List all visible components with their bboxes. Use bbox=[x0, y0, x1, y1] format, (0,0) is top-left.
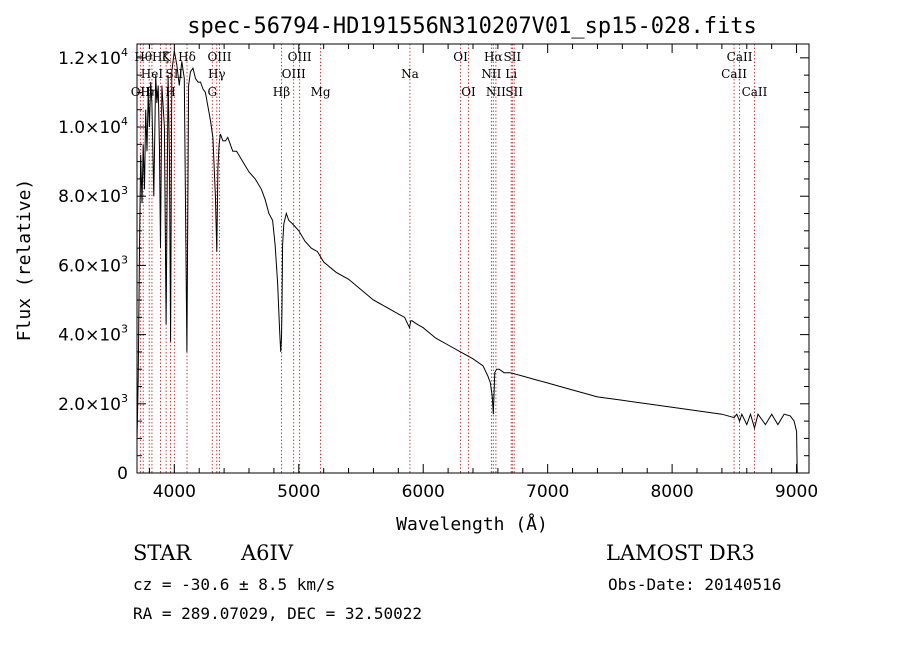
marker-label: SII bbox=[165, 67, 183, 81]
y-tick-label: 1.2×104 bbox=[58, 46, 128, 69]
marker-label: Hζ bbox=[152, 50, 169, 64]
marker-label: OIII bbox=[207, 50, 231, 64]
y-tick-label: 4.0×103 bbox=[58, 323, 128, 346]
marker-label: Hβ bbox=[273, 85, 290, 99]
marker-label: OI bbox=[461, 85, 476, 99]
marker-label: Hα bbox=[484, 50, 503, 64]
x-axis-ticks: 4000 5000 6000 7000 8000 9000 bbox=[148, 44, 818, 502]
y-axis-label: Flux (relative) bbox=[14, 179, 35, 342]
marker-label: Hδ bbox=[178, 50, 196, 64]
y-tick-label: 8.0×103 bbox=[58, 184, 128, 207]
marker-label: CaII bbox=[727, 50, 753, 64]
marker-label: NII bbox=[481, 67, 501, 81]
x-tick-label: 8000 bbox=[650, 482, 693, 502]
marker-label: CaII bbox=[742, 85, 768, 99]
x-tick-label: 9000 bbox=[775, 482, 818, 502]
marker-label: HeI bbox=[141, 67, 164, 81]
y-axis-ticks: 0 2.0×103 4.0×103 6.0×103 8.0×103 1.0×104 1.2×… bbox=[58, 46, 809, 484]
object-class: STAR bbox=[133, 541, 192, 565]
marker-label: NII bbox=[486, 85, 506, 99]
object-subclass: A6IV bbox=[240, 541, 294, 565]
marker-label: Hγ bbox=[208, 67, 226, 81]
redshift-velocity: cz = -30.6 ± 8.5 km/s bbox=[133, 575, 335, 594]
marker-label: Na bbox=[401, 67, 419, 81]
observation-date: Obs-Date: 20140516 bbox=[608, 575, 781, 594]
y-tick-label: 0 bbox=[117, 464, 128, 484]
marker-label: OI bbox=[453, 50, 468, 64]
marker-label: K bbox=[162, 50, 172, 64]
spectrum-line bbox=[136, 50, 798, 474]
y-tick-label: 1.0×104 bbox=[58, 115, 128, 138]
x-tick-label: 7000 bbox=[526, 482, 569, 502]
x-tick-label: 4000 bbox=[153, 482, 196, 502]
x-axis-label: Wavelength (Å) bbox=[396, 513, 548, 535]
y-tick-label: 2.0×103 bbox=[58, 392, 128, 415]
chart-title: spec-56794-HD191556N310207V01_sp15-028.f… bbox=[187, 14, 757, 39]
survey-name: LAMOST DR3 bbox=[606, 541, 755, 565]
marker-label: Li bbox=[505, 67, 517, 81]
x-tick-label: 6000 bbox=[402, 482, 445, 502]
spectral-line-labels: OIIHθHηHeIHζKHSIIHδGHγOIIIHβOIIIOIIIMgNa… bbox=[131, 50, 768, 99]
marker-label: SII bbox=[503, 50, 521, 64]
marker-label: OIII bbox=[282, 67, 306, 81]
marker-label: G bbox=[207, 85, 217, 99]
marker-label: SII bbox=[505, 85, 523, 99]
x-tick-label: 5000 bbox=[277, 482, 320, 502]
sky-coordinates: RA = 289.07029, DEC = 32.50022 bbox=[133, 604, 422, 623]
marker-label: Hη bbox=[140, 85, 158, 99]
spectral-line-markers bbox=[139, 44, 755, 473]
marker-label: Hθ bbox=[134, 50, 152, 64]
marker-label: OIII bbox=[288, 50, 312, 64]
plot-frame bbox=[136, 43, 810, 474]
marker-label: Mg bbox=[311, 85, 331, 99]
marker-label: CaII bbox=[721, 67, 747, 81]
marker-label: H bbox=[165, 85, 175, 99]
y-tick-label: 6.0×103 bbox=[58, 253, 128, 276]
